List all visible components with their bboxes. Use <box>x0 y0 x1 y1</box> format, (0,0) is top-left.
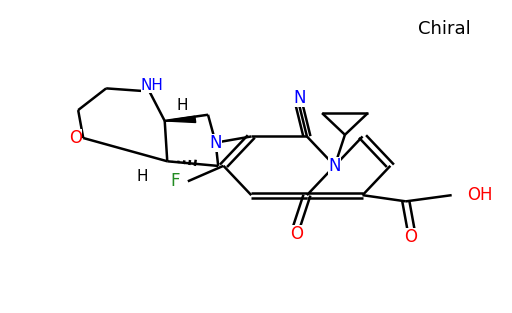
Text: NH: NH <box>141 78 163 93</box>
Text: N: N <box>329 157 341 175</box>
Text: OH: OH <box>467 186 493 204</box>
Text: N: N <box>209 134 222 152</box>
Text: H: H <box>177 98 188 113</box>
Text: O: O <box>290 225 303 243</box>
Text: N: N <box>293 89 306 107</box>
Text: O: O <box>69 129 82 147</box>
Text: H: H <box>136 169 147 184</box>
Polygon shape <box>165 116 196 122</box>
Text: O: O <box>404 228 417 246</box>
Text: Chiral: Chiral <box>418 20 471 38</box>
Text: F: F <box>170 172 180 190</box>
